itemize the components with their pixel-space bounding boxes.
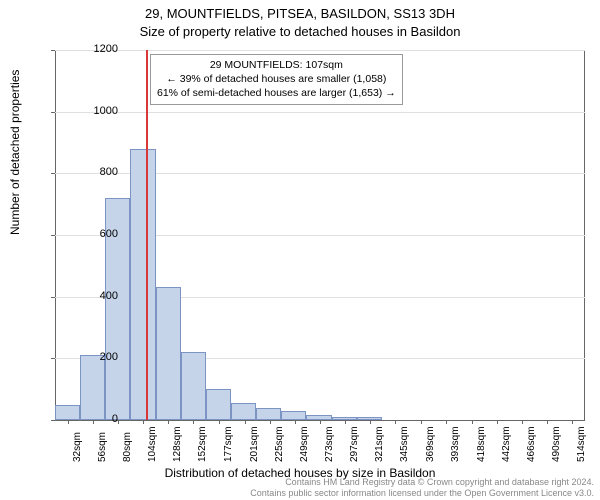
xtick-label: 80sqm — [122, 432, 133, 462]
histogram-bar — [281, 411, 306, 420]
xtick-label: 56sqm — [97, 432, 108, 462]
gridline — [55, 112, 585, 113]
ytick-label: 800 — [78, 166, 118, 178]
xtick-label: 201sqm — [249, 426, 260, 462]
ytick-label: 600 — [78, 228, 118, 240]
histogram-bar — [332, 417, 357, 420]
xtick-label: 225sqm — [274, 426, 285, 462]
annotation-line3: 61% of semi-detached houses are larger (… — [157, 86, 396, 100]
subtitle: Size of property relative to detached ho… — [0, 24, 600, 39]
ytick-mark — [51, 235, 55, 236]
xtick-label: 442sqm — [501, 426, 512, 462]
xtick-mark — [522, 420, 523, 424]
ytick-label: 1000 — [78, 105, 118, 117]
xtick-label: 152sqm — [197, 426, 208, 462]
xtick-mark — [193, 420, 194, 424]
xtick-label: 249sqm — [299, 426, 310, 462]
ytick-mark — [51, 358, 55, 359]
ytick-label: 400 — [78, 290, 118, 302]
xtick-mark — [572, 420, 573, 424]
ytick-label: 1200 — [78, 43, 118, 55]
histogram-plot: 29 MOUNTFIELDS: 107sqm ← 39% of detached… — [55, 50, 585, 420]
xtick-mark — [446, 420, 447, 424]
xtick-label: 32sqm — [72, 432, 83, 462]
xtick-label: 490sqm — [551, 426, 562, 462]
histogram-bar — [256, 408, 281, 420]
xtick-label: 514sqm — [576, 426, 587, 462]
annotation-box: 29 MOUNTFIELDS: 107sqm ← 39% of detached… — [150, 54, 403, 105]
histogram-bar — [231, 403, 256, 420]
histogram-bar — [130, 149, 155, 420]
xtick-mark — [270, 420, 271, 424]
xtick-mark — [370, 420, 371, 424]
ytick-mark — [51, 297, 55, 298]
xtick-label: 393sqm — [450, 426, 461, 462]
xtick-mark — [245, 420, 246, 424]
xtick-label: 177sqm — [223, 426, 234, 462]
footer-line1: Contains HM Land Registry data © Crown c… — [250, 477, 594, 487]
xtick-label: 128sqm — [172, 426, 183, 462]
histogram-bar — [181, 352, 206, 420]
histogram-bar — [357, 417, 382, 420]
xtick-mark — [395, 420, 396, 424]
xtick-mark — [547, 420, 548, 424]
footer-line2: Contains public sector information licen… — [250, 488, 594, 498]
gridline — [55, 50, 585, 51]
xtick-mark — [295, 420, 296, 424]
xtick-label: 321sqm — [374, 426, 385, 462]
xtick-label: 297sqm — [349, 426, 360, 462]
xtick-label: 345sqm — [399, 426, 410, 462]
copyright-footer: Contains HM Land Registry data © Crown c… — [250, 477, 594, 498]
annotation-line1: 29 MOUNTFIELDS: 107sqm — [157, 58, 396, 72]
histogram-bar — [80, 355, 105, 420]
xtick-mark — [168, 420, 169, 424]
y-axis-label: Number of detached properties — [8, 70, 22, 235]
histogram-bar — [206, 389, 231, 420]
ytick-mark — [51, 420, 55, 421]
xtick-label: 418sqm — [476, 426, 487, 462]
xtick-label: 466sqm — [526, 426, 537, 462]
annotation-line2: ← 39% of detached houses are smaller (1,… — [157, 72, 396, 86]
xtick-mark — [143, 420, 144, 424]
address-title: 29, MOUNTFIELDS, PITSEA, BASILDON, SS13 … — [0, 6, 600, 21]
xtick-mark — [68, 420, 69, 424]
ytick-label: 200 — [78, 351, 118, 363]
histogram-bar — [55, 405, 80, 420]
xtick-mark — [472, 420, 473, 424]
ytick-label: 0 — [78, 413, 118, 425]
xtick-mark — [345, 420, 346, 424]
xtick-mark — [421, 420, 422, 424]
xtick-mark — [497, 420, 498, 424]
histogram-bar — [156, 287, 181, 420]
xtick-label: 369sqm — [425, 426, 436, 462]
ytick-mark — [51, 173, 55, 174]
ytick-mark — [51, 50, 55, 51]
histogram-bar — [306, 415, 331, 420]
xtick-mark — [219, 420, 220, 424]
xtick-mark — [320, 420, 321, 424]
property-marker-line — [146, 50, 148, 420]
ytick-mark — [51, 112, 55, 113]
xtick-label: 104sqm — [147, 426, 158, 462]
xtick-label: 273sqm — [324, 426, 335, 462]
